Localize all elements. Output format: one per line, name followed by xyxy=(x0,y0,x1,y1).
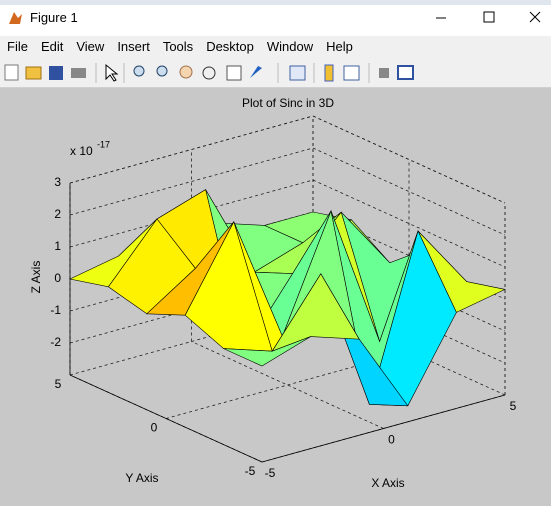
y-tick-label: -5 xyxy=(245,464,256,478)
title-bar: Figure 1 xyxy=(0,0,551,35)
y-tick-label: 5 xyxy=(55,377,62,391)
z-scale-exponent: -17 xyxy=(97,139,110,149)
menu-item[interactable]: Tools xyxy=(162,39,194,54)
menu-item[interactable]: File xyxy=(7,39,28,54)
z-scale-label: x 10 xyxy=(70,144,93,158)
title-icons xyxy=(0,0,551,24)
z-tick-label: -2 xyxy=(50,335,61,349)
figure-canvas: -5 0 5 -5 0 5 -2 -1 0 1 2 3 Plot of Sinc in 3D X Axis… xyxy=(0,88,551,506)
window-title: Figure 1 xyxy=(30,10,78,25)
z-tick-label: -1 xyxy=(50,303,61,317)
z-tick-label: 0 xyxy=(54,271,61,285)
grid-line xyxy=(312,179,506,268)
x-axis-label: X Axis xyxy=(371,476,404,490)
menu-item[interactable]: Desktop xyxy=(206,39,254,54)
y-tick-label: 0 xyxy=(151,421,158,435)
menu-item[interactable]: Edit xyxy=(40,39,64,54)
menu-item[interactable]: Help xyxy=(326,39,353,54)
chart-title: Plot of Sinc in 3D xyxy=(242,96,334,110)
grid-line xyxy=(191,341,384,429)
grid-line xyxy=(69,147,314,216)
x-tick-label: -5 xyxy=(265,466,276,480)
menu-bar: File Edit View Insert Tools Desktop Window Help xyxy=(0,36,551,58)
menu-item[interactable]: Insert xyxy=(117,39,150,54)
x-tick-label: 5 xyxy=(510,399,517,413)
toolbar xyxy=(0,58,551,88)
z-tick-label: 3 xyxy=(54,175,61,189)
grid-line xyxy=(312,147,506,236)
grid-line xyxy=(312,275,506,364)
box-edge xyxy=(69,115,314,184)
axis-line xyxy=(69,374,263,463)
menu-item[interactable]: View xyxy=(76,39,105,54)
box-edge xyxy=(312,115,506,204)
toolbar-icons xyxy=(4,63,414,83)
grid-line xyxy=(312,243,506,332)
x-tick-label: 0 xyxy=(388,433,395,447)
axis-line xyxy=(261,394,506,463)
z-tick-label: 1 xyxy=(54,239,61,253)
surface-patch xyxy=(223,336,311,367)
z-axis-label: Z Axis xyxy=(29,261,43,294)
z-tick-label: 2 xyxy=(54,207,61,221)
y-axis-label: Y Axis xyxy=(125,471,158,485)
menu-item[interactable]: Window xyxy=(266,39,314,54)
